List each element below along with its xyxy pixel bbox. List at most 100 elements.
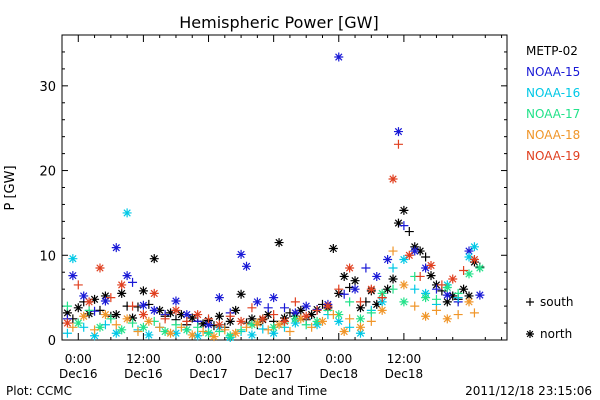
north-point [111, 310, 121, 320]
south-point [73, 280, 83, 290]
north-point [448, 291, 458, 301]
north-point [442, 297, 452, 307]
north-point [62, 308, 72, 318]
north-point [247, 320, 257, 330]
north-point [269, 328, 279, 338]
north-point [383, 284, 393, 294]
south-point [399, 221, 409, 231]
legend-entry: NOAA-19 [526, 149, 580, 163]
north-point [149, 254, 159, 264]
south-point [345, 314, 355, 324]
north-point [138, 310, 148, 320]
north-point [100, 291, 110, 301]
x-tick-time-label: 0:00 [65, 352, 92, 366]
south-point [106, 293, 116, 303]
y-axis-label: P [GW] [3, 165, 18, 210]
south-point [258, 324, 268, 334]
north-point [111, 328, 121, 338]
south-point [469, 308, 479, 318]
north-point [372, 299, 382, 309]
north-point [138, 300, 148, 310]
north-point [399, 255, 409, 265]
north-point [426, 271, 436, 281]
south-point [269, 310, 279, 320]
south-point [90, 306, 100, 316]
north-point [475, 263, 485, 273]
south-point [242, 322, 252, 332]
north-point [366, 284, 376, 294]
north-point [323, 301, 333, 311]
north-point [383, 255, 393, 265]
north-point [464, 269, 474, 279]
north-point [469, 255, 479, 265]
north-point [204, 328, 214, 338]
north-point [90, 331, 100, 341]
north-point [252, 318, 262, 328]
south-point [431, 294, 441, 304]
north-point [388, 274, 398, 284]
plot-frame [61, 34, 508, 341]
north-point [355, 314, 365, 324]
north-point [388, 174, 398, 184]
north-point [231, 305, 241, 315]
south-point [176, 322, 186, 332]
north-point [290, 314, 300, 324]
north-point [442, 290, 452, 300]
north-point [464, 252, 474, 262]
north-point [84, 297, 94, 307]
south-point [345, 322, 355, 332]
north-point [187, 313, 197, 323]
north-point [263, 310, 273, 320]
north-point [214, 311, 224, 321]
north-point [117, 325, 127, 335]
south-point [280, 303, 289, 313]
north-point [62, 318, 72, 328]
north-point [334, 310, 344, 320]
south-point [334, 284, 344, 294]
north-point [144, 330, 154, 340]
south-point [263, 325, 273, 335]
south-point [111, 320, 121, 330]
south-point [62, 328, 72, 338]
south-point [128, 277, 138, 287]
north-point [399, 280, 409, 290]
x-tick-time-label: 12:00 [387, 352, 422, 366]
north-point [198, 319, 208, 329]
legend-entry: NOAA-17 [526, 107, 580, 121]
south-point [453, 288, 463, 298]
north-point [193, 310, 203, 320]
legend-entry: NOAA-15 [526, 65, 580, 79]
north-point [269, 293, 279, 303]
north-point [269, 322, 279, 332]
south-point [290, 297, 300, 307]
north-point [214, 293, 224, 303]
north-point [339, 327, 349, 337]
north-point [176, 310, 186, 320]
north-point [73, 318, 83, 328]
north-point [393, 127, 403, 137]
x-axis: 0:00Dec1612:00Dec160:00Dec1712:00Dec170:… [59, 35, 503, 381]
north-point [442, 314, 452, 324]
north-point [301, 311, 311, 321]
north-point [442, 282, 452, 292]
north-point [182, 325, 192, 335]
north-point [95, 263, 105, 273]
south-point [377, 293, 387, 303]
south-point [410, 301, 420, 311]
south-point [328, 310, 338, 320]
south-point [95, 305, 105, 315]
south-point [361, 263, 371, 273]
south-point [431, 284, 441, 294]
south-point [312, 305, 322, 315]
south-point [404, 227, 414, 237]
north-point [421, 311, 431, 321]
south-point [106, 314, 116, 324]
north-point [73, 303, 83, 313]
north-point [464, 297, 474, 307]
chart-legend: METP-02 NOAA-15 NOAA-16 NOAA-17 NOAA-18 NOAA-… [526, 44, 580, 163]
south-point [144, 299, 154, 309]
north-point [122, 271, 132, 281]
north-point [225, 316, 235, 326]
south-point [79, 322, 89, 332]
